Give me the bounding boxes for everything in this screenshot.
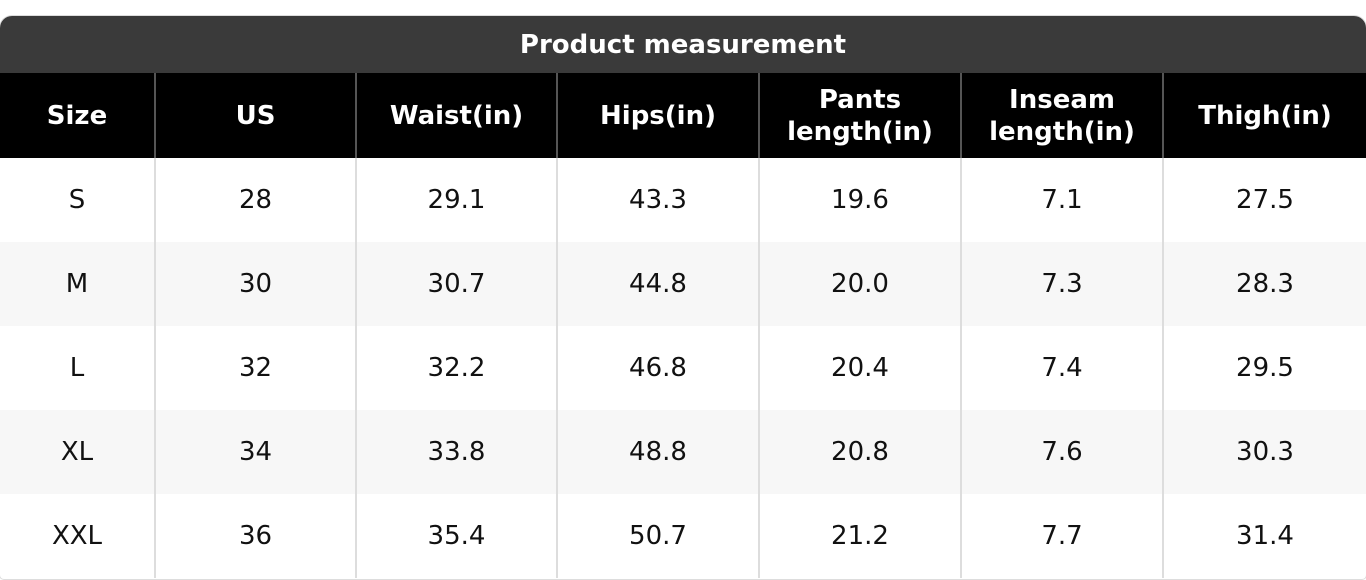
column-header: US bbox=[154, 73, 356, 158]
column-header: Inseam length(in) bbox=[960, 73, 1163, 158]
table-cell: 30.3 bbox=[1162, 410, 1366, 494]
table-cell: 48.8 bbox=[556, 410, 759, 494]
table-cell: 35.4 bbox=[355, 494, 557, 578]
table-cell: 7.1 bbox=[960, 158, 1163, 242]
table-cell: L bbox=[69, 353, 85, 383]
table-cell: 27.5 bbox=[1162, 158, 1366, 242]
table-cell: 7.6 bbox=[960, 410, 1163, 494]
table-cell: 28 bbox=[154, 158, 356, 242]
table-cell: 50.7 bbox=[556, 494, 759, 578]
table-cell: 46.8 bbox=[556, 326, 759, 410]
table-body: S 28 29.1 43.3 19.6 7.1 27.5 M 30 30.7 44.8 20.0 7.3… bbox=[0, 158, 1366, 578]
table-cell: 28.3 bbox=[1162, 242, 1366, 326]
size-table: Size US Waist(in) Hips(in) Pants length(in) I… bbox=[0, 73, 1366, 578]
table-cell: M bbox=[0, 242, 155, 326]
table-row: M 30 30.7 44.8 20.0 7.3 28.3 bbox=[0, 242, 1366, 326]
table-cell: XXL bbox=[51, 521, 103, 551]
header-row: Size US Waist(in) Hips(in) Pants length(in) I… bbox=[0, 73, 1366, 158]
column-header: Waist(in) bbox=[355, 73, 557, 158]
table-cell: 19.6 bbox=[758, 158, 961, 242]
table-cell: 33.8 bbox=[355, 410, 557, 494]
card-title: Product measurement bbox=[0, 16, 1366, 73]
table-cell: 7.4 bbox=[960, 326, 1163, 410]
table-cell: 32 bbox=[154, 326, 356, 410]
table-cell: 20.4 bbox=[758, 326, 961, 410]
table-cell: 29.5 bbox=[1162, 326, 1366, 410]
table-cell: 36 bbox=[154, 494, 356, 578]
table-cell: 30 bbox=[154, 242, 356, 326]
table-cell: 20.8 bbox=[758, 410, 961, 494]
table-cell: 44.8 bbox=[556, 242, 759, 326]
measurement-card: Product measurement Size US Waist(in) Hips(… bbox=[0, 16, 1366, 579]
column-header: Hips(in) bbox=[556, 73, 759, 158]
table-cell: 29.1 bbox=[355, 158, 557, 242]
table-cell: 7.3 bbox=[960, 242, 1163, 326]
table-cell: 30.7 bbox=[355, 242, 557, 326]
column-header: Thigh(in) bbox=[1162, 73, 1366, 158]
table-cell: 21.2 bbox=[758, 494, 961, 578]
table-row: XL 34 33.8 48.8 20.8 7.6 30.3 bbox=[0, 410, 1366, 494]
table-cell: 32.2 bbox=[355, 326, 557, 410]
table-cell: 20.0 bbox=[758, 242, 961, 326]
table-cell: 34 bbox=[154, 410, 356, 494]
table-cell: 31.4 bbox=[1162, 494, 1366, 578]
column-header: Size bbox=[0, 73, 155, 158]
table-row: L 32 32.2 46.8 20.4 7.4 29.5 bbox=[0, 326, 1366, 410]
column-header: Pants length(in) bbox=[758, 73, 961, 158]
table-cell: S bbox=[68, 185, 86, 215]
table-row: S 28 29.1 43.3 19.6 7.1 27.5 bbox=[0, 158, 1366, 242]
table-cell: XL bbox=[0, 410, 155, 494]
table-cell: 43.3 bbox=[556, 158, 759, 242]
table-cell: 7.7 bbox=[960, 494, 1163, 578]
table-row: XXL 36 35.4 50.7 21.2 7.7 31.4 bbox=[0, 494, 1366, 578]
